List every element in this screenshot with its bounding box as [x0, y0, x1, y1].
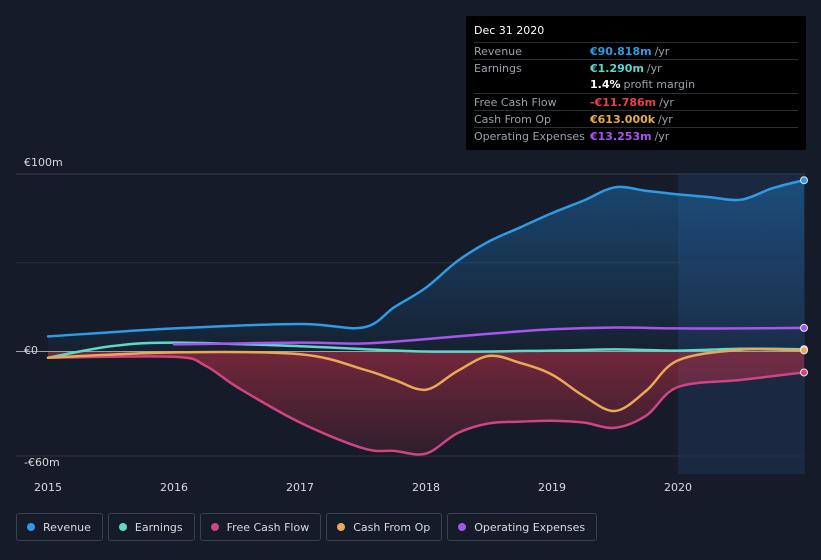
legend-label: Cash From Op	[353, 520, 431, 534]
x-tick-label: 2016	[160, 481, 188, 494]
line-earnings	[46, 341, 806, 359]
line-revenue	[46, 178, 806, 338]
tooltip-rows: Revenue €90.818m/yr Earnings €1.290m/yr 1.4%…	[474, 42, 798, 144]
tooltip-row-label: Earnings	[474, 61, 522, 75]
y-label-zero: €0	[24, 344, 38, 357]
tooltip-row-unit: /yr	[654, 44, 670, 58]
x-tick-label: 2020	[664, 481, 692, 494]
tooltip-row-unit: /yr	[654, 129, 670, 143]
chart-area: €100m €0 -€60m 2015 2016 2017 2018 2019 2020	[16, 156, 808, 494]
line-free-cash-flow	[46, 355, 806, 456]
legend-dot-icon	[118, 523, 127, 531]
x-tick-label: 2017	[286, 481, 314, 494]
end-marker-free-cash-flow	[800, 368, 808, 377]
legend: Revenue Earnings Free Cash Flow Cash From O…	[16, 513, 598, 541]
legend-dot-icon	[210, 523, 219, 531]
tooltip-row-unit: profit margin	[623, 78, 696, 91]
x-tick-label: 2015	[34, 481, 62, 494]
legend-label: Operating Expenses	[474, 520, 586, 534]
tooltip-row-value: €613.000k	[590, 112, 656, 126]
tooltip-row-unit: /yr	[658, 112, 673, 126]
tooltip-row: Operating Expenses €13.253m/yr	[474, 127, 798, 144]
area-free-cash-flow	[48, 351, 804, 455]
series-fills	[48, 180, 804, 455]
tooltip-row-label: Cash From Op	[474, 112, 552, 126]
legend-dot-icon	[458, 523, 467, 531]
tooltip-row-unit: /yr	[659, 95, 674, 109]
legend-item-cash-from-op[interactable]: Cash From Op	[326, 513, 443, 541]
tooltip-row: Free Cash Flow -€11.786m/yr	[474, 93, 798, 110]
tooltip-row-label: Operating Expenses	[474, 129, 585, 143]
tooltip-row: 1.4% profit margin	[474, 76, 798, 93]
end-marker-cash-from-op	[800, 346, 808, 355]
end-marker-operating-expenses	[800, 323, 808, 332]
tooltip-row-value: €1.290m	[590, 61, 644, 75]
legend-item-operating-expenses[interactable]: Operating Expenses	[447, 513, 598, 541]
tooltip-row: Earnings €1.290m/yr	[474, 59, 798, 76]
series-end-markers	[800, 176, 808, 377]
tooltip-row: Revenue €90.818m/yr	[474, 42, 798, 59]
y-label-top: €100m	[24, 156, 63, 169]
area-revenue	[48, 180, 804, 352]
tooltip-panel: Dec 31 2020 Revenue €90.818m/yr Earnings €1…	[466, 16, 806, 150]
tooltip-row-value: €90.818m	[590, 44, 652, 58]
tooltip-date: Dec 31 2020	[474, 24, 545, 37]
tooltip-row: Cash From Op €613.000k/yr	[474, 110, 798, 127]
x-tick-label: 2018	[412, 481, 440, 494]
legend-label: Free Cash Flow	[226, 520, 310, 534]
tooltip-row-unit: /yr	[646, 61, 662, 75]
x-axis-ticks: 2015 2016 2017 2018 2019 2020	[34, 481, 692, 494]
legend-label: Revenue	[43, 520, 91, 534]
tooltip-row-value: €13.253m	[590, 129, 652, 143]
legend-item-earnings[interactable]: Earnings	[107, 513, 195, 541]
legend-item-free-cash-flow[interactable]: Free Cash Flow	[199, 513, 322, 541]
tooltip-row-label: Revenue	[474, 44, 522, 58]
x-tick-label: 2019	[538, 481, 566, 494]
tooltip-row-label: Free Cash Flow	[474, 95, 557, 109]
series-lines	[46, 178, 806, 456]
legend-item-revenue[interactable]: Revenue	[16, 513, 103, 541]
legend-dot-icon	[27, 523, 35, 531]
end-marker-revenue	[800, 176, 808, 185]
tooltip-row-value: 1.4%	[590, 78, 621, 91]
y-label-bottom: -€60m	[24, 456, 60, 469]
line-operating-expenses	[172, 326, 806, 346]
tooltip-row-value: -€11.786m	[590, 95, 657, 109]
legend-dot-icon	[337, 523, 346, 531]
legend-label: Earnings	[134, 520, 183, 534]
line-cash-from-op	[46, 347, 806, 413]
